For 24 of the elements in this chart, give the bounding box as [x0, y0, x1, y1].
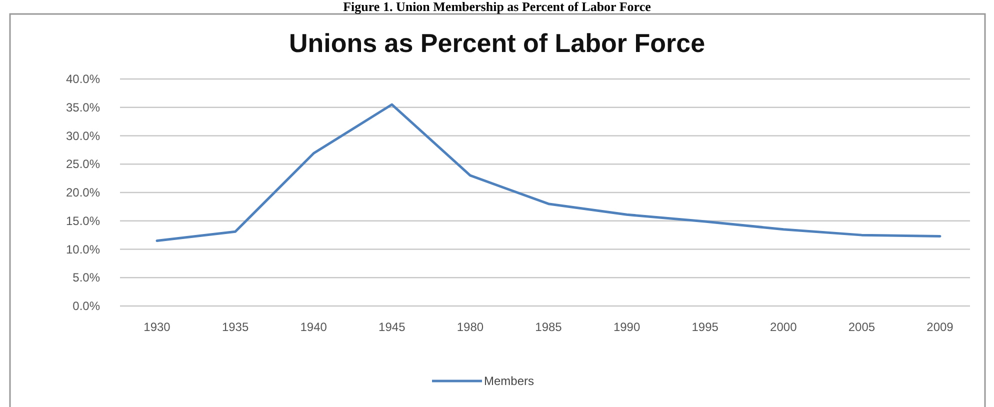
y-tick-label: 0.0%: [72, 299, 100, 313]
y-tick-label: 10.0%: [66, 242, 100, 256]
x-tick-label: 1930: [144, 320, 171, 334]
line-series: [156, 103, 942, 242]
y-tick-label: 15.0%: [66, 214, 100, 228]
y-tick-label: 30.0%: [66, 128, 100, 143]
x-tick-label: 2000: [770, 320, 798, 334]
y-tick-label: 20.0%: [66, 186, 100, 200]
y-tick-label: 40.0%: [66, 72, 100, 86]
y-tick-label: 5.0%: [72, 270, 100, 285]
legend-label: Members: [484, 374, 534, 388]
x-tick-label: 1995: [692, 320, 719, 334]
x-tick-label: 1980: [456, 320, 484, 334]
x-tick-label: 2005: [848, 320, 876, 334]
chart-title: Unions as Percent of Labor Force: [288, 28, 706, 58]
y-tick-label: 35.0%: [66, 100, 100, 114]
y-tick-label: 25.0%: [66, 157, 100, 172]
x-tick-label: 1940: [300, 320, 328, 334]
caption: Figure 1. Union Membership as Percent of Labor Force: [343, 0, 652, 14]
x-tick-label: 1990: [613, 320, 640, 334]
x-tick-label: 1935: [222, 320, 249, 334]
x-tick-label: 1945: [378, 320, 406, 334]
x-tick-label: 1985: [535, 320, 562, 334]
x-tick-label: 2009: [926, 320, 954, 334]
